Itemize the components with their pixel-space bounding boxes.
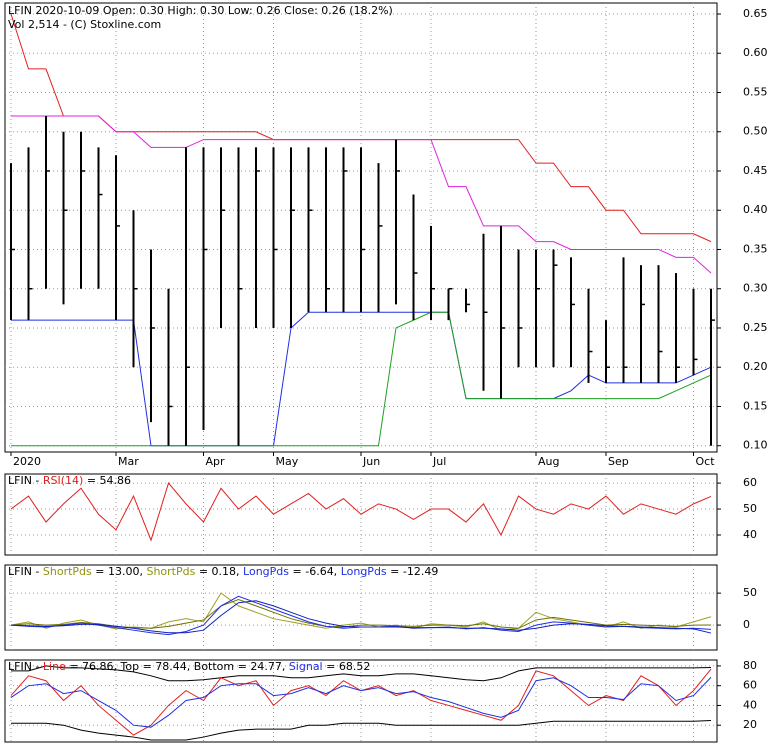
panel-title-part: = 68.52 [323,660,371,673]
panel-title-part: RSI(14) [43,474,83,487]
panel-title-part: ShortPds [146,565,195,578]
series-line [11,719,712,741]
panel-title-part: LFIN - [8,474,43,487]
panel-title: LFIN - RSI(14) = 54.86 [8,474,131,487]
y-tick-label: 60 [743,476,757,489]
panel-title-part: = -6.64, [289,565,341,578]
y-tick-label: 20 [743,718,757,731]
x-tick-label: Apr [206,455,226,468]
y-tick-label: 0.55 [743,85,768,98]
x-tick-label: Oct [696,455,716,468]
y-tick-label: 0.50 [743,125,768,138]
y-tick-label: 0.65 [743,7,768,20]
panel-title-part: = 54.86 [83,474,131,487]
y-tick-label: 60 [743,679,757,692]
y-tick-label: 0.60 [743,46,768,59]
y-tick-label: 40 [743,528,757,541]
y-tick-label: 50 [743,586,757,599]
y-tick-label: 0.30 [743,282,768,295]
x-tick-label: Jun [362,455,380,468]
panel-title-part: = 13.00, [92,565,147,578]
panel-title-part: LongPds [341,565,387,578]
series-line [10,676,712,728]
x-tick-label: Jul [432,455,446,468]
y-tick-label: 0 [743,618,750,631]
panel-title-part: = 0.18, [195,565,243,578]
y-tick-label: 0.35 [743,242,768,255]
panel-title-part: = 76.86, Top = 78.44, Bottom = 24.77, [66,660,289,673]
panel-title-part: Line [43,660,66,673]
y-tick-label: 80 [743,659,757,672]
y-tick-label: 0.10 [743,439,768,452]
x-tick-label: 2020 [13,455,41,468]
x-tick-label: Aug [538,455,559,468]
series-line [11,665,712,682]
panel-title-part: ShortPds [43,565,92,578]
y-tick-label: 0.45 [743,164,768,177]
series-line [11,115,712,274]
y-tick-label: 0.40 [743,203,768,216]
y-tick-label: 0.20 [743,360,768,373]
chart-subtitle: Vol 2,514 - (C) Stoxline.com [8,18,161,31]
panel-title: LFIN - ShortPds = 13.00, ShortPds = 0.18… [8,565,438,578]
series-line [10,482,712,542]
panel-title-part: LFIN - [8,565,43,578]
y-tick-label: 0.25 [743,321,768,334]
panel-title-part: LFIN - [8,660,43,673]
x-tick-label: Mar [118,455,139,468]
y-tick-label: 40 [743,698,757,711]
panel-title: LFIN - Line = 76.86, Top = 78.44, Bottom… [8,660,370,673]
x-tick-label: May [276,455,299,468]
y-tick-label: 0.15 [743,399,768,412]
series-line [11,311,712,447]
chart-title: LFIN 2020-10-09 Open: 0.30 High: 0.30 Lo… [8,4,393,17]
panel-title-part: Signal [289,660,323,673]
x-tick-label: Sep [608,455,629,468]
panel-title-part: = -12.49 [387,565,439,578]
series-line [10,600,712,634]
panel-title-part: LongPds [243,565,289,578]
y-tick-label: 50 [743,502,757,515]
